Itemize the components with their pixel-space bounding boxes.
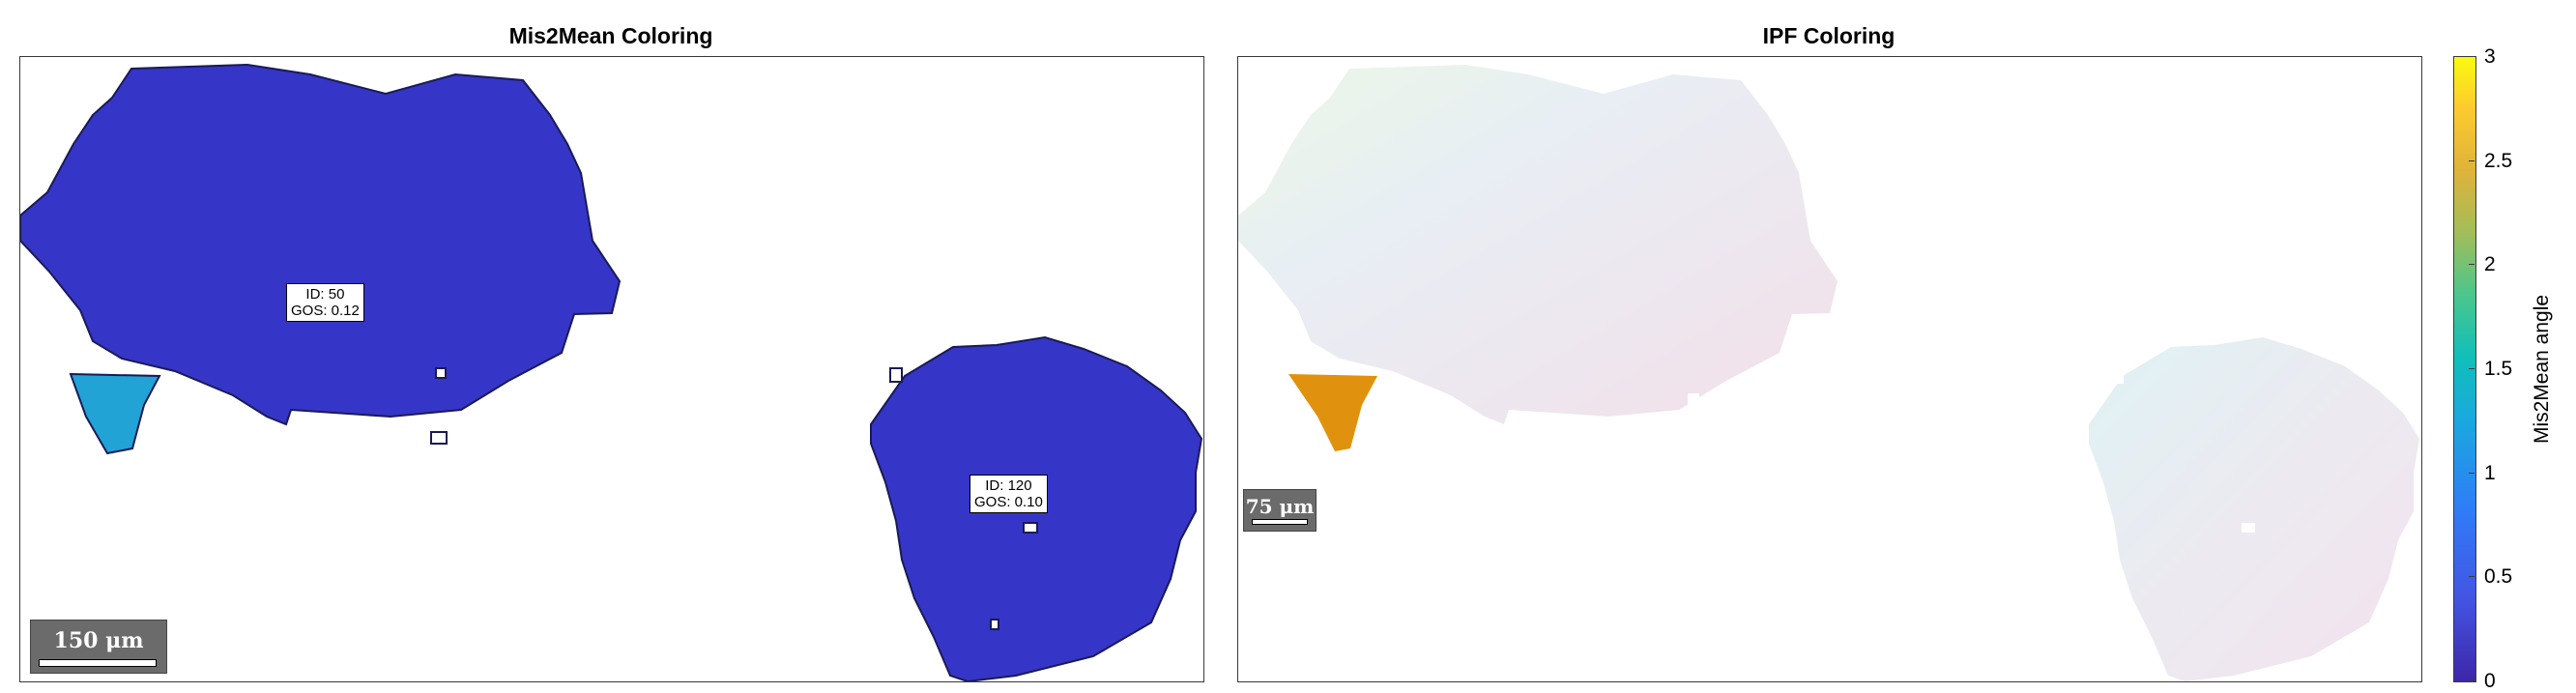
colorbar — [2453, 56, 2476, 682]
colorbar-tickmark — [2469, 472, 2475, 474]
grain-hole — [2108, 368, 2124, 384]
grain-hole — [435, 367, 447, 379]
colorbar-tickmark — [2469, 264, 2475, 266]
colorbar-tick-label: 2.5 — [2484, 149, 2513, 172]
grain-hole — [1688, 393, 1699, 407]
scalebar-left-label: 150 μm — [53, 628, 144, 653]
right-panel-title: IPF Coloring — [1762, 23, 1896, 48]
colorbar-tick-label: 0 — [2484, 670, 2496, 692]
colorbar-tickmark — [2469, 576, 2475, 578]
colorbar-tickmark — [2469, 159, 2475, 161]
grain-label-120: ID: 120 GOS: 0.10 — [970, 475, 1048, 513]
colorbar-tickmark — [2469, 368, 2475, 369]
ipf-grain-50-region — [1238, 65, 1838, 424]
grain-hole — [1649, 432, 1664, 446]
grain-hole — [430, 431, 448, 445]
grain-hole — [990, 619, 999, 630]
scalebar-right-label: 75 μm — [1245, 495, 1315, 518]
ipf-grain-120-region — [2089, 337, 2419, 681]
ipf-subgrain-region — [1288, 374, 1377, 451]
colorbar-tick-label: 0.5 — [2484, 565, 2513, 589]
colorbar-tick-label: 1.5 — [2484, 358, 2513, 380]
ipf-map-axes: 75 μm — [1237, 56, 2422, 682]
ipf-map — [1238, 65, 2419, 681]
grain-label-120-id: ID: 120 — [985, 477, 1032, 494]
subgrain-region — [69, 372, 161, 455]
mis2mean-map-axes: ID: 50 GOS: 0.12 ID: 120 GOS: 0.10 150 μ… — [19, 56, 1204, 682]
scalebar-right: 75 μm — [1243, 489, 1317, 532]
mis2mean-map — [20, 63, 1203, 681]
colorbar-tick-label: 3 — [2484, 45, 2496, 68]
colorbar-label: Mis2Mean angle — [2531, 294, 2553, 445]
colorbar-tickmark — [2469, 56, 2475, 57]
scalebar-right-line — [1252, 519, 1308, 525]
colorbar-tick-label: 1 — [2484, 461, 2496, 484]
grain-50-region — [20, 63, 622, 426]
scalebar-left-line — [39, 659, 157, 667]
grain-hole — [2242, 523, 2255, 533]
left-panel-title: Mis2Mean Coloring — [508, 23, 713, 48]
scalebar-left: 150 μm — [30, 620, 167, 674]
colorbar-tickmark — [2469, 680, 2475, 681]
colorbar-tick-label: 2 — [2484, 253, 2496, 276]
grain-label-50: ID: 50 GOS: 0.12 — [286, 283, 364, 322]
grain-label-50-gos: GOS: 0.12 — [291, 303, 360, 319]
grain-hole — [1023, 522, 1038, 534]
grain-hole — [889, 367, 903, 383]
grain-label-50-id: ID: 50 — [305, 286, 345, 303]
grain-label-120-gos: GOS: 0.10 — [974, 494, 1043, 510]
